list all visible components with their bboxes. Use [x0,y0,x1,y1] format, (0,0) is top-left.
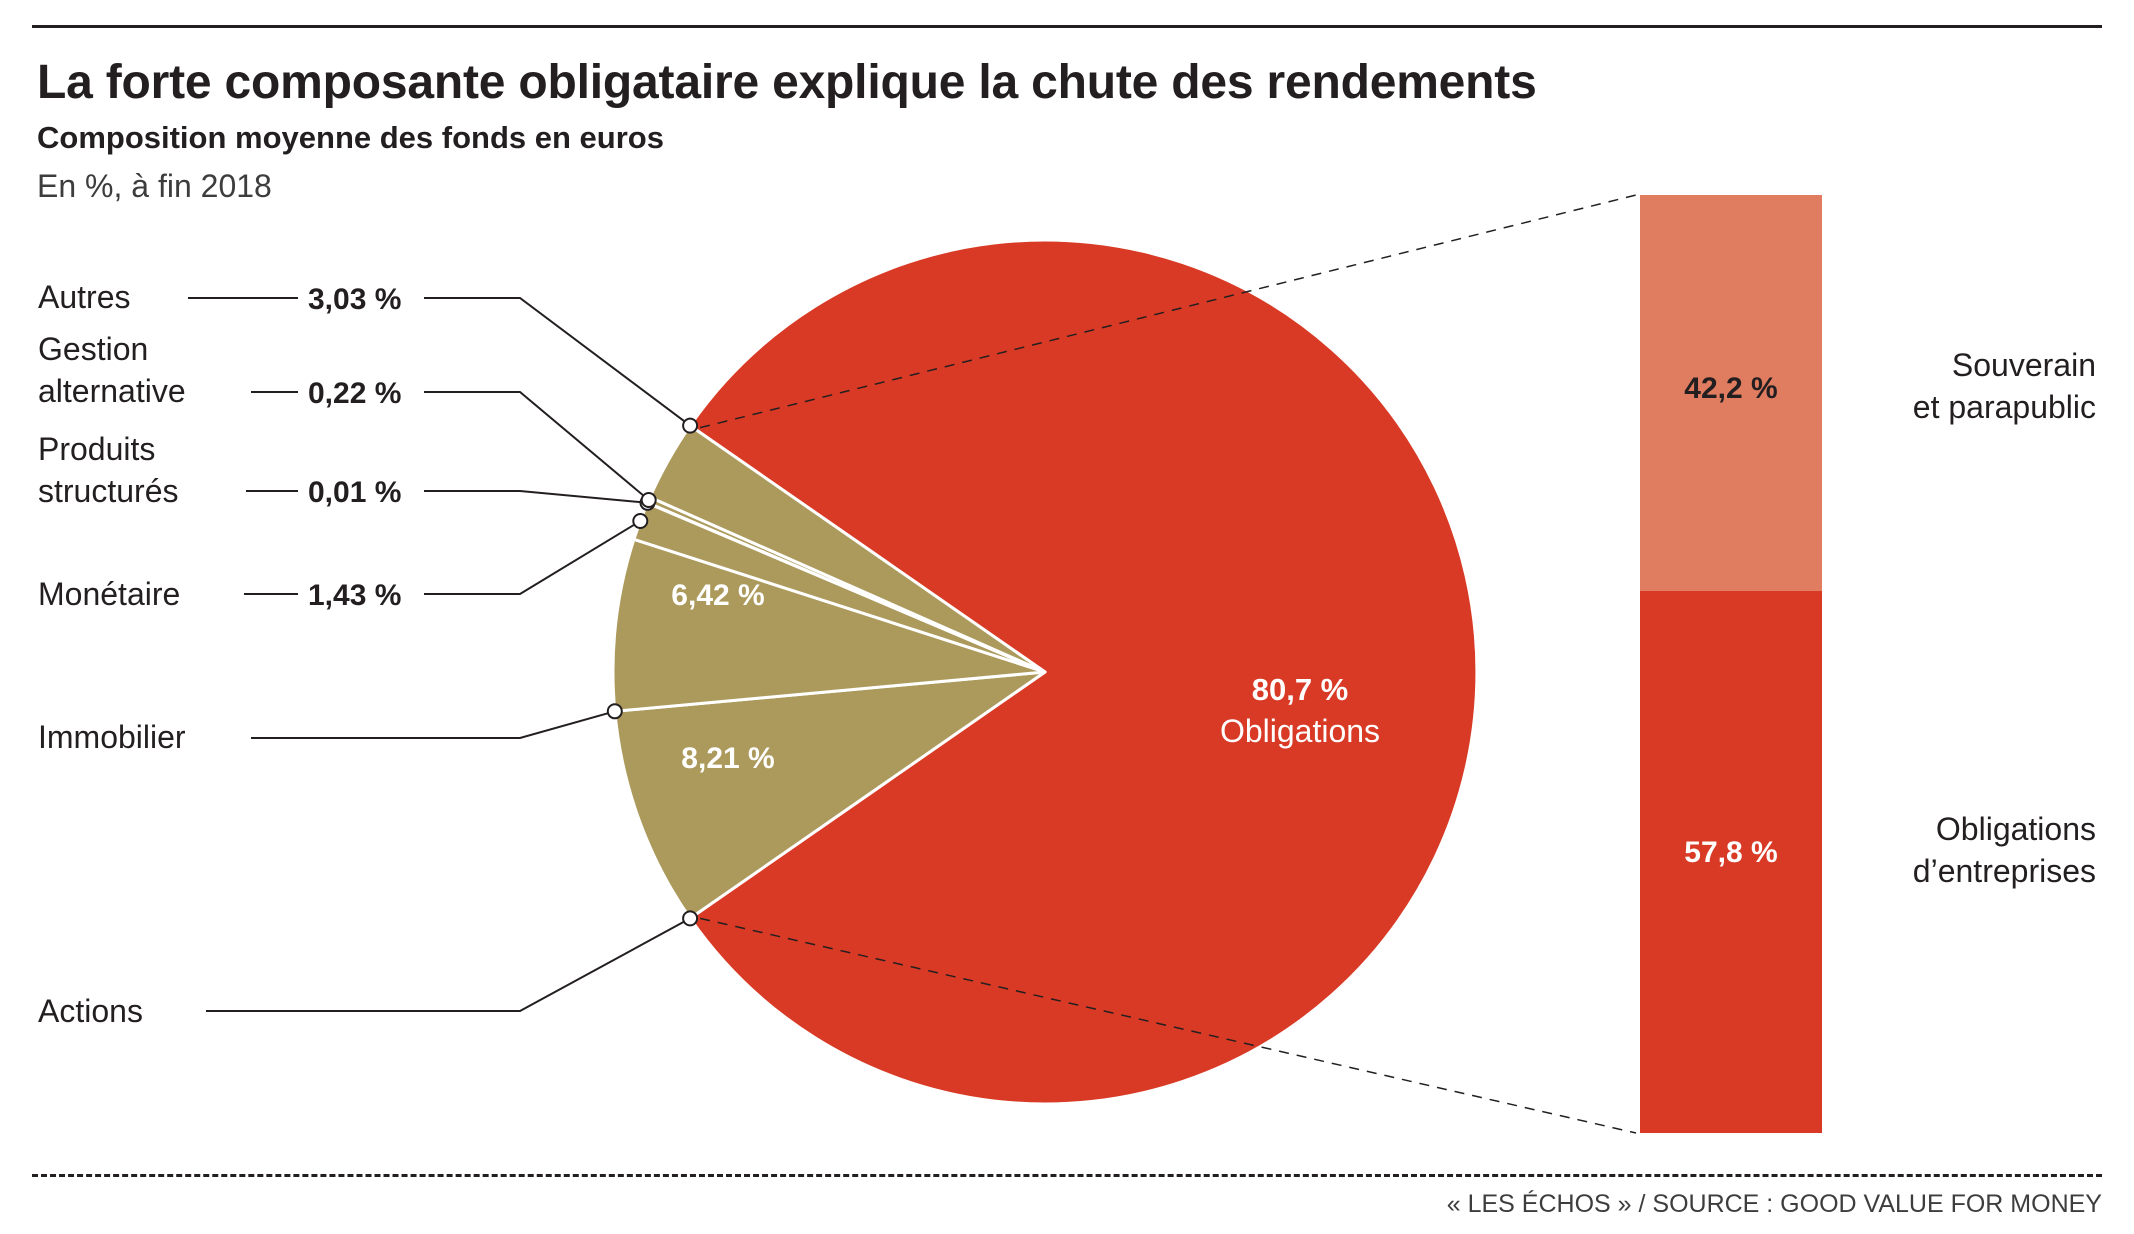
callout-dot-autres [682,417,699,434]
pie-value-label-immobilier: 6,42 % [671,579,764,612]
callout-value-produits-structures: 0,01 % [308,476,401,509]
bar-segment-label-souverain-et-parapublic: Souverain et parapublic [1913,347,2096,425]
callout-label-monetaire: Monétaire [38,576,180,612]
bottom-rule [32,1174,2102,1177]
zoom-connector-bottom [699,917,1637,1134]
chart-unit-note: En %, à fin 2018 [37,168,272,204]
bar-value-label-obligations-d-entreprises: 57,8 % [1684,836,1777,869]
chart-title: La forte composante obligataire explique… [37,56,1537,109]
bar-segment-label-obligations-d-entreprises: Obligations d’entreprises [1913,811,2096,889]
callout-line-immobilier [251,710,616,739]
callout-dot-monetaire [632,513,649,529]
callout-dot-actions [682,910,699,927]
pie-slice-actions [613,670,1047,920]
callout-label-immobilier: Immobilier [38,719,186,755]
top-rule [32,25,2102,28]
callout-dot-gestion-alternative [640,492,657,508]
bar-segment-souverain-et-parapublic [1640,195,1822,591]
bar-segment-obligations-d-entreprises [1640,590,1822,1133]
bar-value-label-souverain-et-parapublic: 42,2 % [1684,372,1777,405]
callout-line-actions [206,917,691,1012]
pie-chart [611,238,1479,1106]
callout-value-autres: 3,03 % [308,283,401,316]
callout-line-monetaire [424,520,641,595]
callout-label-autres: Autres [38,279,130,315]
callout-line-gestion-alternative [424,391,650,501]
callout-label-actions: Actions [38,993,143,1029]
callout-dot-immobilier [606,703,623,720]
source-note: « LES ÉCHOS » / SOURCE : GOOD VALUE FOR … [1446,1190,2102,1218]
obligations-name-label: Obligations [1220,713,1380,749]
pie-slice-obligations [688,238,1479,1106]
chart-subtitle: Composition moyenne des fonds en euros [37,120,664,155]
callout-label-produits-structures: Produits structurés [38,431,178,509]
pie-value-label-actions: 8,21 % [681,742,774,775]
callout-label-gestion-alternative: Gestion alternative [38,331,186,409]
callout-value-gestion-alternative: 0,22 % [308,377,401,410]
callout-value-monetaire: 1,43 % [308,579,401,612]
pie-slice-immobilier [611,537,1047,713]
callout-line-produits-structures [424,490,648,504]
stacked-bar [1640,195,1822,1133]
callout-line-autres [424,297,691,427]
obligations-value-label: 80,7 % [1252,672,1349,707]
